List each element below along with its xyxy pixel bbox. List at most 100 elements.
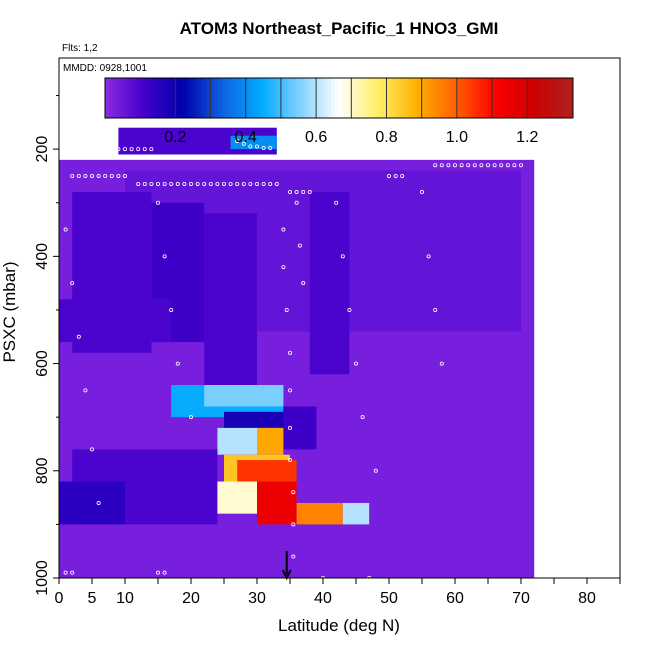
colorbar-segment (420, 78, 426, 118)
colorbar-segment (514, 78, 519, 118)
x-tick-label: 10 (116, 590, 134, 607)
colorbar-segment (303, 78, 309, 118)
colorbar-segment (331, 78, 336, 118)
track-point (287, 425, 292, 430)
track-point (202, 181, 207, 186)
track-point (241, 141, 246, 146)
track-point (103, 173, 108, 178)
track-point (241, 181, 246, 186)
track-point (182, 181, 187, 186)
track-point (433, 307, 438, 312)
y-axis: 200 400 600 800 1000 (34, 95, 59, 596)
track-point (142, 147, 147, 152)
x-tick-label: 30 (248, 590, 266, 607)
colorbar-segment (358, 78, 363, 118)
colorbar-segment (440, 78, 445, 118)
track-point (353, 361, 358, 366)
colorbar-segment (315, 78, 320, 118)
heatmap-cell (257, 481, 297, 525)
track-point (294, 190, 299, 195)
colorbar-segment (366, 78, 371, 118)
colorbar-segment (530, 78, 535, 118)
colorbar-segment (140, 78, 145, 118)
track-point (235, 181, 240, 186)
colorbar-segment (198, 78, 203, 118)
colorbar-tick-label: 0.4 (235, 129, 257, 146)
colorbar-segment (167, 78, 172, 118)
colorbar-segment (385, 78, 391, 118)
colorbar-segment (206, 78, 211, 118)
colorbar-segment (537, 78, 543, 118)
colorbar-segment (346, 78, 352, 118)
colorbar-segment (105, 78, 110, 118)
colorbar-segment (549, 78, 554, 118)
colorbar-segment (471, 78, 476, 118)
track-point (90, 447, 95, 452)
colorbar-segment (136, 78, 141, 118)
y-tick-label: 200 (34, 136, 51, 163)
flights-label: Flts: 1,2 (62, 43, 98, 54)
colorbar-segment (487, 78, 492, 118)
x-tick-label: 80 (578, 590, 596, 607)
colorbar-segment (128, 78, 133, 118)
track-point (297, 243, 302, 248)
colorbar-segment (432, 78, 437, 118)
colorbar-segment (155, 78, 161, 118)
track-point (254, 144, 259, 149)
track-point (291, 522, 296, 527)
track-point (162, 570, 167, 575)
x-axis-label: Latitude (deg N) (278, 616, 400, 635)
track-point (195, 181, 200, 186)
colorbar-segment (483, 78, 488, 118)
x-tick-label: 70 (512, 590, 530, 607)
track-point (347, 307, 352, 312)
colorbar-segment (323, 78, 328, 118)
colorbar-segment (147, 78, 153, 118)
colorbar-segment (339, 78, 344, 118)
colorbar-frame (104, 77, 574, 119)
colorbar-segment (428, 78, 434, 118)
colorbar-segment (448, 78, 453, 118)
colorbar-segment (175, 78, 180, 118)
heatmap-cell (204, 213, 257, 418)
colorbar-segment (475, 78, 480, 118)
colorbar-segment (378, 78, 383, 118)
track-point (228, 181, 233, 186)
track-point (70, 570, 75, 575)
track-point (188, 415, 193, 420)
colorbar-segment (362, 78, 367, 118)
colorbar-segment (190, 78, 196, 118)
colorbar-segment (350, 78, 356, 118)
track-point (188, 181, 193, 186)
colorbar-segment (300, 78, 305, 118)
track-point (419, 190, 424, 195)
colorbar-segment (237, 78, 242, 118)
track-point (76, 173, 81, 178)
track-point (519, 163, 524, 168)
y-axis-label: PSXC (mbar) (0, 261, 19, 362)
track-point (149, 147, 154, 152)
colorbar-segment (498, 78, 504, 118)
track-point (287, 190, 292, 195)
track-point (149, 181, 154, 186)
heatmap-cell (257, 427, 284, 455)
track-point (155, 200, 160, 205)
track-point (301, 281, 306, 286)
colorbar-segment (467, 78, 473, 118)
track-point (123, 147, 128, 152)
colorbar-segment (569, 78, 574, 118)
track-point (274, 181, 279, 186)
colorbar-segment (452, 78, 457, 118)
track-point (472, 163, 477, 168)
colorbar-segment (163, 78, 168, 118)
colorbar-segment (268, 78, 274, 118)
track-point (221, 181, 226, 186)
colorbar-segment (459, 78, 465, 118)
heatmap-cell (230, 135, 277, 150)
colorbar-tick-label: 0.2 (164, 129, 186, 146)
track-point (162, 181, 167, 186)
track-point (90, 173, 95, 178)
colorbar-segment (541, 78, 547, 118)
track-point (248, 181, 253, 186)
